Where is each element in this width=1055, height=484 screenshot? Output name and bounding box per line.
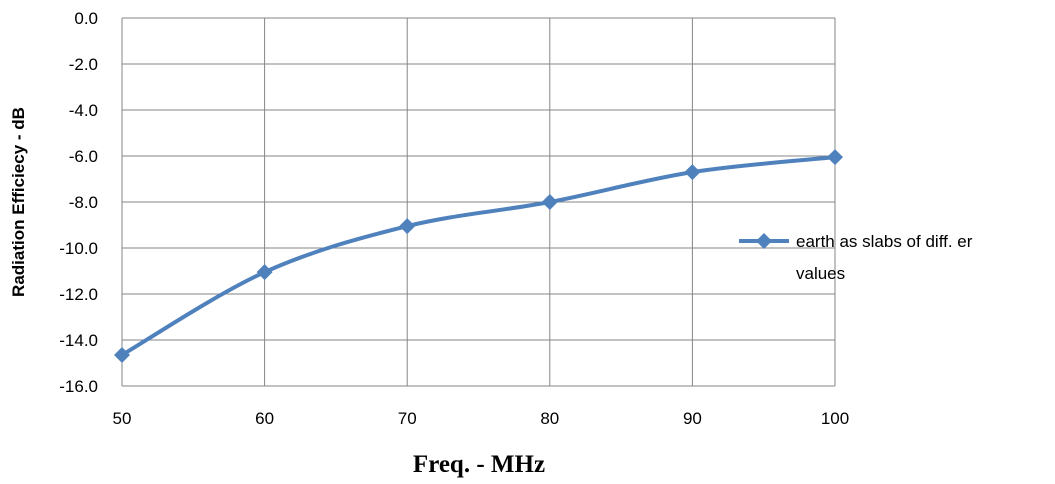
grid (121, 17, 836, 387)
x-tick-label: 60 (255, 409, 274, 428)
y-tick-label: -2.0 (69, 55, 98, 74)
x-tick-label: 80 (540, 409, 559, 428)
legend-label-line-1: earth as slabs of diff. er (796, 232, 973, 251)
y-tick-label: -16.0 (59, 377, 98, 396)
data-point-marker (541, 194, 558, 210)
y-tick-label: -6.0 (69, 147, 98, 166)
y-tick-labels: 0.0 -2.0 -4.0 -6.0 -8.0 -10.0 -12.0 -14.0 -16.0 (59, 9, 98, 396)
y-tick-label: -12.0 (59, 285, 98, 304)
data-point-marker (399, 218, 416, 235)
legend-marker (756, 233, 772, 249)
x-tick-label: 90 (683, 409, 702, 428)
y-tick-label: 0.0 (74, 9, 98, 28)
x-tick-label: 70 (398, 409, 417, 428)
series-markers (114, 149, 843, 363)
y-tick-label: -4.0 (69, 101, 98, 120)
x-tick-label: 100 (821, 409, 849, 428)
data-point-marker (684, 164, 701, 181)
data-point-marker (827, 149, 843, 166)
x-axis-label: Freq. - MHz (413, 451, 545, 478)
x-tick-label: 50 (113, 409, 132, 428)
y-tick-label: -10.0 (59, 239, 98, 258)
y-tick-label: -14.0 (59, 331, 98, 350)
series-line (120, 155, 837, 357)
data-point-marker (256, 264, 273, 281)
data-point-marker (114, 346, 130, 363)
x-tick-labels: 50 60 70 80 90 100 (113, 409, 850, 428)
legend-label-line-2: values (796, 264, 845, 283)
y-axis-label: Radiation Efficiecy - dB (9, 107, 28, 297)
y-tick-label: -8.0 (69, 193, 98, 212)
legend: earth as slabs of diff. er values (739, 232, 973, 283)
